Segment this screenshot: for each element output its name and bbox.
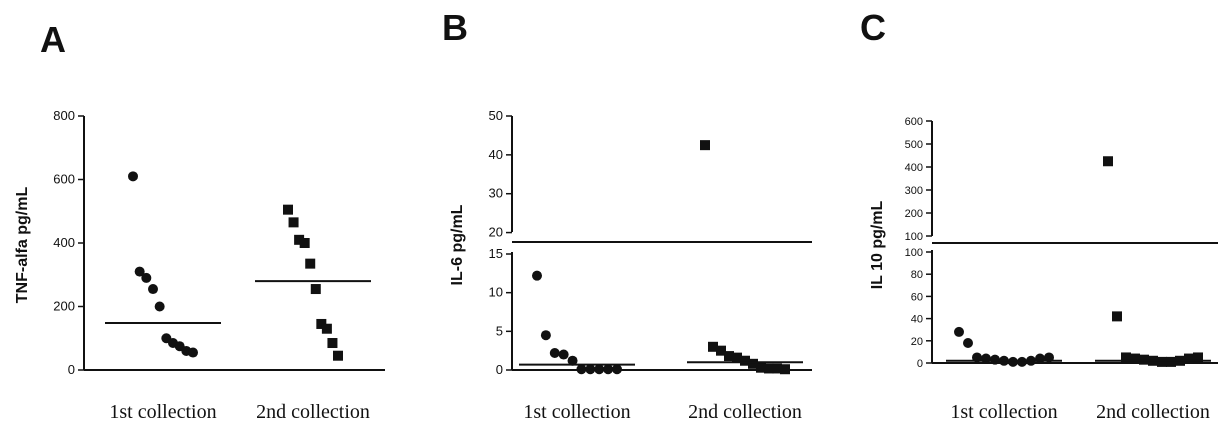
c-lower-tick-label: 0 [917,358,923,370]
y-axis-label-c: IL 10 pg/mL [869,200,886,289]
b-2nd-point [756,362,766,373]
c-2nd-point [1184,353,1194,364]
c-2nd-point [1112,311,1122,322]
a-1st-point [188,347,198,358]
category-label-b-1: 1st collection [523,401,630,423]
a-2nd-point [333,350,343,361]
a-tick-label: 0 [68,362,75,377]
b-1st-point [532,270,542,281]
c-2nd-point [1121,352,1131,363]
c-1st-point [1035,353,1045,364]
panel-a: A TNF-alfa pg/mL 1st collection 2nd coll… [14,19,385,423]
b-2nd-point [716,345,726,356]
c-2nd-point [1166,356,1176,367]
panel-c: C IL 10 pg/mL 1st collection 2nd collect… [860,7,1218,423]
c-2nd-point [1103,156,1113,167]
a-tick-label: 800 [53,108,75,123]
category-label-a-2: 2nd collection [256,401,370,423]
panel-label-a: A [40,19,66,60]
a-1st-point [154,301,165,312]
c-1st-point [954,326,964,337]
b-2nd-point [748,358,758,369]
c-1st-point [963,338,973,349]
category-label-c-2: 2nd collection [1096,401,1210,423]
b-2nd-point [780,364,790,375]
c-1st-point [990,354,1000,365]
a-2nd-point [288,217,299,228]
b-upper-tick-label: 50 [489,108,503,123]
b-lower-tick-label: 0 [496,362,503,377]
b-2nd-point [740,355,750,366]
c-upper-tick-label: 400 [905,162,923,174]
a-tick-label: 400 [53,235,75,250]
b-upper-tick-label: 20 [489,225,503,240]
y-axis-label-a: TNF-alfa pg/mL [14,187,31,304]
b-lower-tick-label: 10 [489,285,503,300]
a-1st-point [141,272,152,283]
a-2nd-point [294,234,305,245]
c-lower-tick-label: 40 [911,314,923,326]
c-lower-tick-label: 60 [911,291,923,303]
b-1st-point [567,355,578,366]
c-upper-tick-label: 300 [905,185,923,197]
c-upper-tick-label: 200 [905,208,923,220]
a-tick-label: 200 [53,299,75,314]
category-label-c-1: 1st collection [950,401,1057,423]
c-lower-tick-label: 80 [911,269,923,281]
b-1st-point [576,364,587,375]
b-upper-tick-label: 30 [489,186,503,201]
b-1st-point [594,364,605,375]
category-label-b-2: 2nd collection [688,401,802,423]
c-upper-tick-label: 100 [905,231,923,243]
panel-label-b: B [442,7,468,48]
c-1st-point [1008,356,1018,367]
panel-b: B IL-6 pg/mL 1st collection 2nd collecti… [442,7,812,423]
a-1st-point [128,171,138,182]
b-2nd-point [724,351,734,362]
b-2nd-point [764,363,774,374]
c-2nd-point [1139,354,1149,365]
b-1st-point [558,349,569,360]
a-2nd-point [327,338,338,349]
c-2nd-point [1157,356,1167,367]
c-upper-tick-label: 600 [905,116,923,128]
a-1st-point [134,266,145,277]
b-2nd-point [732,352,742,363]
c-2nd-point [1130,353,1140,364]
b-2nd-point [700,140,710,151]
c-upper-tick-label: 500 [905,139,923,151]
y-axis-label-b: IL-6 pg/mL [449,204,466,285]
b-1st-point [540,330,551,341]
b-1st-point [612,364,622,375]
b-lower-tick-label: 15 [489,246,503,261]
a-2nd-point [283,204,293,215]
category-label-a-1: 1st collection [109,401,216,423]
c-1st-point [1017,356,1027,367]
a-tick-label: 600 [53,172,75,187]
b-1st-point [585,364,596,375]
c-2nd-point [1193,352,1203,363]
a-1st-point [148,284,158,295]
a-2nd-point [299,238,310,248]
a-2nd-point [321,323,332,334]
b-1st-point [549,347,560,358]
b-1st-point [603,364,614,375]
c-lower-tick-label: 100 [905,247,923,259]
a-2nd-point [310,284,321,295]
c-lower-tick-label: 20 [911,336,923,348]
panel-label-c: C [860,7,886,48]
b-lower-tick-label: 5 [496,323,503,338]
c-1st-point [981,353,991,364]
b-upper-tick-label: 40 [489,147,503,162]
a-2nd-point [316,318,327,329]
a-2nd-point [305,258,316,269]
b-2nd-point [708,341,718,352]
b-2nd-point [772,363,782,374]
